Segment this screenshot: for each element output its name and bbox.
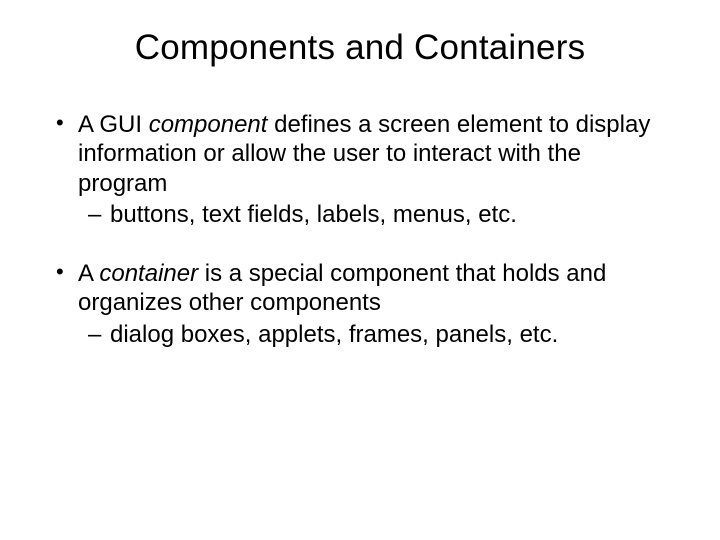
- text-emphasis: component: [149, 111, 268, 138]
- sub-list: buttons, text fields, labels, menus, etc…: [78, 200, 672, 229]
- bullet-text: A container is a special component that …: [78, 260, 606, 316]
- bullet-item: A GUI component defines a screen element…: [54, 110, 672, 229]
- bullet-text: A GUI component defines a screen element…: [78, 111, 650, 197]
- bullet-item: A container is a special component that …: [54, 259, 672, 349]
- text-emphasis: container: [99, 260, 198, 287]
- text-pre: A GUI: [78, 111, 149, 138]
- slide: Components and Containers A GUI componen…: [0, 0, 720, 540]
- slide-title: Components and Containers: [48, 28, 672, 68]
- sub-item: dialog boxes, applets, frames, panels, e…: [88, 320, 672, 349]
- sub-list: dialog boxes, applets, frames, panels, e…: [78, 320, 672, 349]
- bullet-list: A GUI component defines a screen element…: [48, 110, 672, 349]
- sub-item: buttons, text fields, labels, menus, etc…: [88, 200, 672, 229]
- text-pre: A: [78, 260, 99, 287]
